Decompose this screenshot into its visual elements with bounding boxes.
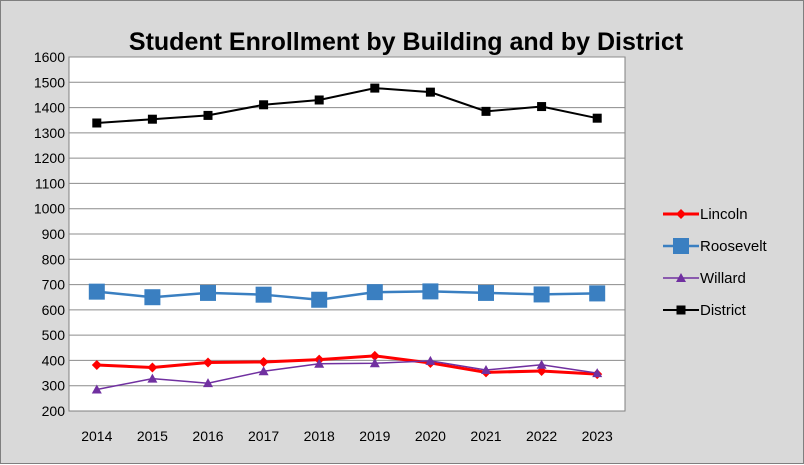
data-point-roosevelt-2018 [311, 291, 328, 308]
data-point-willard-2014 [91, 384, 102, 394]
data-point-roosevelt-2023 [589, 285, 606, 302]
x-tick-label-2022: 2022 [526, 428, 557, 444]
legend-label-lincoln: Lincoln [700, 206, 748, 223]
data-point-willard-2015 [147, 373, 158, 383]
data-point-roosevelt-2020 [422, 283, 439, 300]
legend-item-willard: Willard [663, 270, 746, 287]
data-point-roosevelt-2016 [200, 284, 216, 301]
y-tick-label-300: 300 [42, 378, 66, 394]
data-point-district-2017 [259, 100, 269, 110]
y-tick-label-1300: 1300 [34, 125, 65, 141]
data-point-lincoln-2017 [258, 356, 269, 367]
data-point-district-2019 [370, 83, 380, 93]
x-tick-label-2023: 2023 [582, 428, 613, 444]
series-willard [91, 355, 603, 394]
x-tick-label-2015: 2015 [137, 428, 168, 444]
y-tick-label-1000: 1000 [34, 201, 65, 217]
data-point-willard-2023 [592, 368, 603, 378]
y-tick-label-1600: 1600 [34, 49, 65, 65]
data-point-willard-2019 [369, 358, 380, 368]
legend: Lincoln Roosevelt Willard District [663, 206, 768, 319]
legend-item-roosevelt: Roosevelt [663, 238, 768, 255]
data-point-willard-2016 [203, 378, 213, 388]
data-point-lincoln-2019 [369, 350, 380, 361]
y-tick-label-1200: 1200 [34, 150, 65, 166]
data-point-lincoln-2015 [147, 362, 158, 373]
data-point-district-2018 [314, 95, 324, 105]
y-tick-label-500: 500 [42, 327, 66, 343]
data-point-roosevelt-2022 [533, 286, 550, 303]
data-point-willard-2020 [425, 355, 436, 365]
series-line-roosevelt [96, 290, 598, 302]
data-point-lincoln-2016 [203, 357, 213, 368]
legend-label-willard: Willard [700, 270, 746, 287]
data-point-roosevelt-2019 [366, 284, 383, 301]
legend-marker-roosevelt [673, 238, 689, 254]
y-tick-label-700: 700 [42, 277, 66, 293]
y-tick-label-600: 600 [42, 302, 66, 318]
x-tick-label-2018: 2018 [304, 428, 335, 444]
data-point-district-2014 [92, 118, 102, 128]
y-tick-label-1500: 1500 [34, 74, 65, 90]
x-axis-ticks: 2014 2015 2016 2017 2018 2019 2020 2021 2022 2023 [81, 428, 613, 444]
series-line-lincoln [96, 354, 598, 376]
x-tick-label-2020: 2020 [415, 428, 446, 444]
data-point-roosevelt-2014 [88, 283, 105, 300]
legend-label-roosevelt: Roosevelt [700, 238, 768, 255]
legend-item-district: District [663, 302, 747, 319]
x-tick-label-2019: 2019 [359, 428, 390, 444]
legend-label-district: District [700, 302, 747, 319]
data-point-district-2023 [592, 113, 602, 123]
data-point-willard-2018 [314, 358, 325, 368]
data-point-willard-2022 [536, 359, 547, 369]
data-point-district-2021 [481, 106, 491, 116]
data-point-district-2015 [147, 114, 157, 124]
data-point-roosevelt-2015 [144, 289, 161, 306]
series-line-willard [96, 360, 598, 391]
y-tick-label-400: 400 [42, 352, 66, 368]
legend-marker-district [676, 305, 686, 315]
legend-item-lincoln: Lincoln [663, 206, 748, 223]
series-district [92, 83, 602, 128]
series-line-district [96, 87, 598, 124]
y-tick-label-200: 200 [42, 403, 66, 419]
data-point-willard-2021 [481, 365, 491, 375]
chart-title: Student Enrollment by Building and by Di… [129, 28, 684, 56]
data-point-district-2020 [425, 87, 435, 97]
series-roosevelt [88, 283, 606, 308]
y-tick-label-1400: 1400 [34, 100, 65, 116]
x-tick-label-2016: 2016 [192, 428, 223, 444]
data-point-willard-2017 [258, 366, 269, 376]
series-group [88, 83, 606, 394]
legend-marker-lincoln [676, 209, 686, 219]
y-tick-label-800: 800 [42, 251, 66, 267]
data-point-lincoln-2014 [91, 359, 102, 370]
y-tick-label-1100: 1100 [35, 175, 65, 191]
legend-marker-willard [676, 273, 686, 282]
x-tick-label-2014: 2014 [81, 428, 112, 444]
data-point-roosevelt-2017 [255, 286, 272, 303]
data-point-district-2022 [537, 102, 547, 112]
y-axis-ticks: 200 300 400 500 600 700 800 900 1000 1100 1200 1300… [34, 49, 65, 419]
y-tick-label-900: 900 [42, 226, 66, 242]
grid-lines [69, 56, 625, 387]
data-point-district-2016 [203, 110, 213, 120]
data-point-roosevelt-2021 [478, 284, 494, 301]
x-tick-label-2017: 2017 [248, 428, 279, 444]
x-tick-label-2021: 2021 [470, 428, 501, 444]
